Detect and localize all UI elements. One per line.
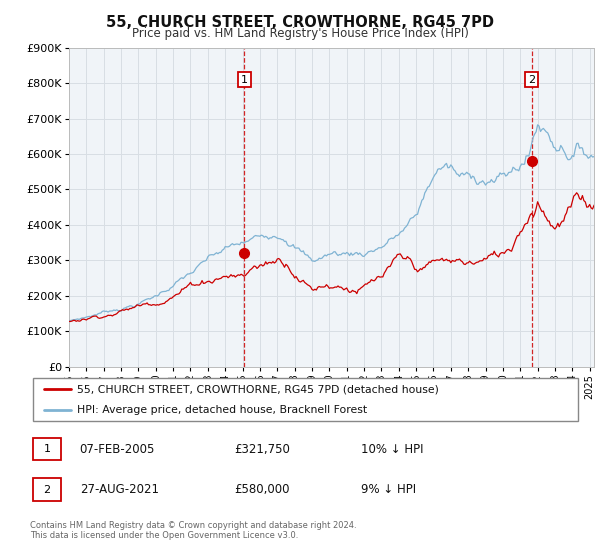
Text: £580,000: £580,000 [234,483,290,496]
Text: 07-FEB-2005: 07-FEB-2005 [80,442,155,456]
Text: 55, CHURCH STREET, CROWTHORNE, RG45 7PD (detached house): 55, CHURCH STREET, CROWTHORNE, RG45 7PD … [77,384,439,394]
Text: Contains HM Land Registry data © Crown copyright and database right 2024.: Contains HM Land Registry data © Crown c… [30,521,356,530]
Text: Price paid vs. HM Land Registry's House Price Index (HPI): Price paid vs. HM Land Registry's House … [131,27,469,40]
FancyBboxPatch shape [33,438,61,460]
Text: 27-AUG-2021: 27-AUG-2021 [80,483,158,496]
Text: 10% ↓ HPI: 10% ↓ HPI [361,442,424,456]
FancyBboxPatch shape [33,378,578,422]
Text: HPI: Average price, detached house, Bracknell Forest: HPI: Average price, detached house, Brac… [77,405,367,416]
Text: 9% ↓ HPI: 9% ↓ HPI [361,483,416,496]
Text: 2: 2 [528,74,535,85]
Text: This data is licensed under the Open Government Licence v3.0.: This data is licensed under the Open Gov… [30,531,298,540]
FancyBboxPatch shape [33,478,61,501]
Text: £321,750: £321,750 [234,442,290,456]
Text: 1: 1 [241,74,248,85]
Text: 55, CHURCH STREET, CROWTHORNE, RG45 7PD: 55, CHURCH STREET, CROWTHORNE, RG45 7PD [106,15,494,30]
Text: 2: 2 [44,484,50,494]
Text: 1: 1 [44,444,50,454]
